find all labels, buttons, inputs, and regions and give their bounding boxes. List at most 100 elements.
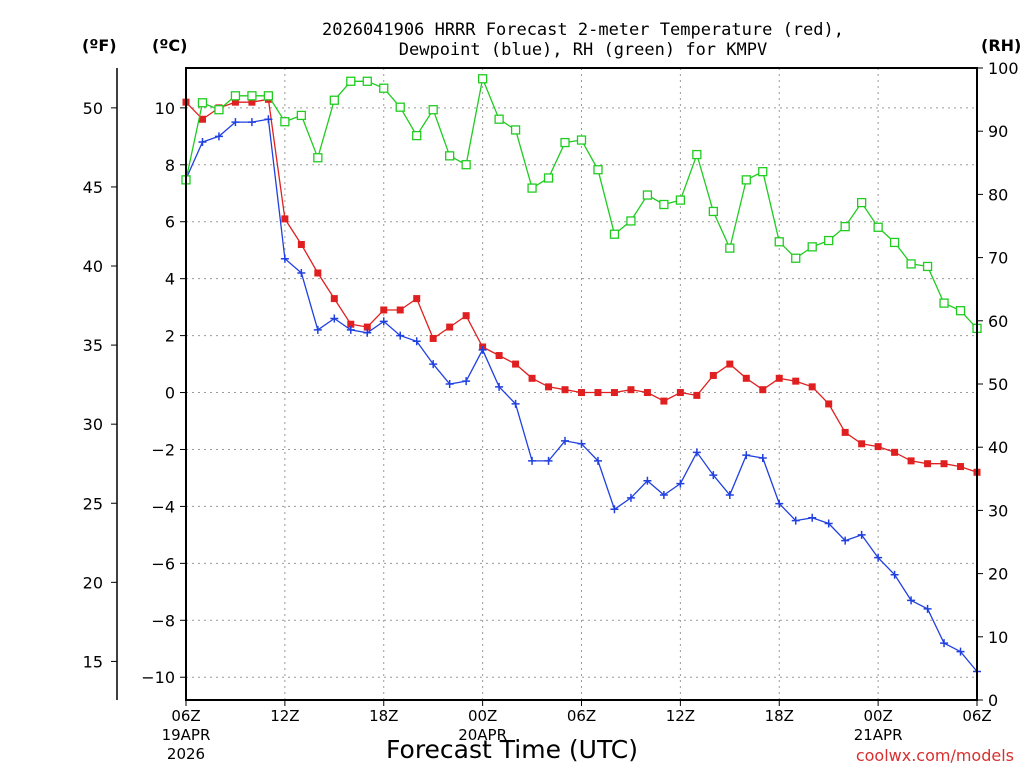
dewpoint-point bbox=[363, 328, 372, 337]
temperature-point bbox=[545, 383, 553, 391]
temperature-point bbox=[429, 334, 437, 342]
temperature-point bbox=[759, 386, 767, 394]
dewpoint-point bbox=[709, 471, 718, 480]
temperature-point bbox=[363, 323, 371, 331]
temperature-point bbox=[709, 371, 717, 379]
rh-point bbox=[906, 259, 916, 269]
rh-point bbox=[543, 173, 554, 183]
dewpoint-point bbox=[626, 493, 635, 502]
dewpoint-point bbox=[280, 254, 289, 263]
dewpoint-point bbox=[742, 451, 751, 460]
dewpoint-point bbox=[379, 317, 388, 326]
x-tick-label: 12Z bbox=[666, 707, 695, 725]
rh-point bbox=[807, 242, 817, 252]
credit-text: coolwx.com/models bbox=[856, 746, 1014, 765]
temperature-point bbox=[940, 460, 948, 468]
x-tick-date-label: 19APR bbox=[162, 726, 211, 744]
rh-point bbox=[477, 74, 488, 84]
rh-point bbox=[659, 199, 669, 210]
rh-tick-label: 50 bbox=[988, 375, 1008, 394]
dewpoint-point bbox=[561, 436, 570, 445]
rh-point bbox=[840, 221, 850, 232]
temperature-point bbox=[726, 360, 734, 368]
temperature-point bbox=[627, 386, 635, 394]
celsius-tick-label: −8 bbox=[151, 611, 175, 630]
dewpoint-point bbox=[791, 516, 800, 525]
dewpoint-point bbox=[528, 456, 537, 465]
dewpoint-point bbox=[396, 331, 405, 340]
dewpoint-point bbox=[676, 479, 685, 488]
celsius-tick-label: 6 bbox=[165, 213, 175, 232]
rh-point bbox=[593, 165, 603, 175]
rh-point bbox=[510, 125, 521, 135]
dewpoint-point bbox=[775, 499, 784, 508]
rh-point bbox=[791, 253, 801, 263]
chart-title-line1: 2026041906 HRRR Forecast 2-meter Tempera… bbox=[322, 20, 844, 40]
temperature-point bbox=[198, 115, 206, 123]
temperature-point bbox=[578, 389, 585, 397]
rh-tick-label: 80 bbox=[988, 185, 1008, 204]
rh-tick-label: 60 bbox=[988, 312, 1008, 331]
rh-tick-label: 30 bbox=[988, 501, 1008, 520]
rh-point bbox=[247, 91, 257, 101]
x-tick-label: 18Z bbox=[369, 707, 398, 725]
dewpoint-point bbox=[643, 476, 652, 485]
temperature-point bbox=[676, 389, 684, 397]
rh-point bbox=[955, 306, 966, 316]
temperature-point bbox=[231, 98, 239, 106]
rh-point bbox=[560, 137, 570, 148]
temperature-point bbox=[561, 386, 569, 394]
rh-point bbox=[758, 166, 768, 177]
dewpoint-point bbox=[874, 553, 883, 562]
temperature-point bbox=[957, 463, 965, 471]
rh-point bbox=[296, 110, 307, 121]
celsius-tick-label: −10 bbox=[141, 668, 175, 687]
rh-point bbox=[576, 135, 587, 145]
rh-point bbox=[346, 76, 356, 86]
dewpoint-point bbox=[495, 382, 504, 391]
rh-point bbox=[445, 151, 455, 161]
temperature-point bbox=[775, 374, 783, 382]
dewpoint-point bbox=[907, 596, 916, 605]
dewpoint-point bbox=[231, 118, 240, 127]
dewpoint-point bbox=[330, 314, 339, 323]
fahrenheit-tick-label: 25 bbox=[83, 494, 103, 513]
dewpoint-point bbox=[544, 456, 553, 465]
rh-point bbox=[379, 83, 389, 93]
x-tick-label: 06Z bbox=[962, 707, 991, 725]
temperature-point bbox=[907, 457, 915, 465]
temperature-point bbox=[347, 320, 355, 328]
x-tick-label: 18Z bbox=[765, 707, 794, 725]
rh-point bbox=[214, 105, 224, 115]
rh-point bbox=[824, 235, 834, 246]
rh-tick-label: 10 bbox=[988, 628, 1008, 647]
temperature-point bbox=[594, 389, 602, 397]
dewpoint-point bbox=[297, 268, 306, 277]
celsius-tick-label: 10 bbox=[155, 99, 175, 118]
fahrenheit-unit-label: (ºF) bbox=[82, 36, 117, 55]
temperature-point bbox=[380, 306, 388, 314]
fahrenheit-tick-label: 15 bbox=[83, 652, 103, 671]
celsius-tick-label: 2 bbox=[165, 327, 175, 346]
temperature-point bbox=[248, 98, 256, 106]
dewpoint-point bbox=[758, 454, 767, 463]
rh-point bbox=[774, 237, 784, 247]
rh-point bbox=[708, 206, 718, 217]
celsius-tick-label: 4 bbox=[165, 270, 175, 289]
dewpoint-point bbox=[841, 536, 850, 545]
fahrenheit-tick-label: 40 bbox=[83, 257, 103, 276]
dewpoint-point bbox=[247, 118, 256, 127]
temperature-point bbox=[693, 391, 701, 399]
dewpoint-point bbox=[725, 491, 734, 500]
dewpoint-point bbox=[214, 132, 223, 141]
dewpoint-point bbox=[824, 519, 833, 528]
temperature-point bbox=[446, 323, 454, 331]
dewpoint-point bbox=[313, 325, 322, 334]
temperature-point bbox=[610, 389, 618, 397]
rh-point bbox=[280, 117, 290, 127]
x-tick-date-label: 20APR bbox=[458, 726, 507, 744]
dewpoint-point bbox=[610, 505, 619, 514]
celsius-tick-label: −4 bbox=[151, 497, 175, 516]
rh-point bbox=[313, 153, 323, 163]
rh-point bbox=[461, 160, 471, 170]
